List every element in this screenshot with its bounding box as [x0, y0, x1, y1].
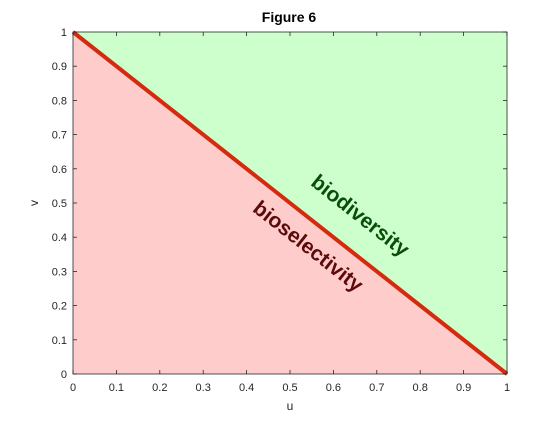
x-axis-ticks: 0 0.1 0.2 0.3 0.4 0.5 0.6 0.7 0.8 0.9 1 — [70, 32, 510, 394]
y-tick-label: 0.2 — [52, 301, 67, 313]
y-tick-label: 0.3 — [52, 266, 67, 278]
y-tick-label: 0.6 — [52, 164, 67, 176]
x-tick-label: 0.6 — [326, 382, 341, 394]
x-tick-label: 0.7 — [369, 382, 384, 394]
y-axis-ticks: 0 0.1 0.2 0.3 0.4 0.5 0.6 0.7 0.8 0.9 1 — [52, 27, 507, 381]
y-tick-label: 0 — [61, 369, 67, 381]
x-tick-label: 0.4 — [239, 382, 254, 394]
y-tick-label: 0.5 — [52, 198, 67, 210]
y-tick-label: 1 — [61, 27, 67, 39]
boundary-line — [71, 30, 509, 376]
x-tick-label: 0 — [70, 382, 76, 394]
y-tick-label: 0.7 — [52, 130, 67, 142]
x-tick-label: 0.8 — [413, 382, 428, 394]
y-tick-label: 0.9 — [52, 61, 67, 73]
x-tick-label: 1 — [504, 382, 510, 394]
x-tick-label: 0.1 — [109, 382, 124, 394]
x-tick-label: 0.5 — [282, 382, 297, 394]
y-tick-label: 0.8 — [52, 95, 67, 107]
x-tick-label: 0.3 — [196, 382, 211, 394]
y-tick-label: 0.4 — [52, 232, 67, 244]
chart-title: Figure 6 — [262, 9, 317, 25]
x-tick-label: 0.2 — [152, 382, 167, 394]
y-tick-label: 0.1 — [52, 335, 67, 347]
x-axis-label: u — [287, 399, 294, 413]
x-tick-label: 0.9 — [456, 382, 471, 394]
boundary-line-layer — [71, 30, 509, 376]
y-axis-label: v — [27, 200, 41, 206]
